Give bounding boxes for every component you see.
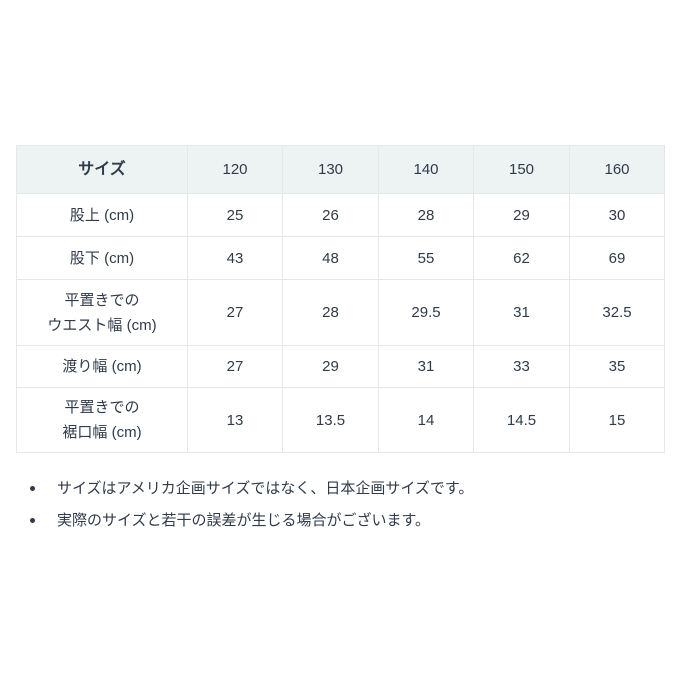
- size-value-cell: 48: [282, 236, 379, 280]
- row-label: 渡り幅 (cm): [16, 345, 188, 388]
- size-value-cell: 55: [378, 236, 474, 280]
- size-table-body: 股上 (cm) 25 26 28 29 30 股下 (cm) 43 48 55 62 69 平置きでのウ…: [16, 193, 665, 453]
- size-column-header: 160: [569, 145, 665, 194]
- row-label-line: ウエスト幅 (cm): [47, 316, 157, 334]
- notes-section: サイズはアメリカ企画サイズではなく、日本企画サイズです。 実際のサイズと若干の誤差…: [16, 478, 656, 542]
- table-row: 股上 (cm) 25 26 28 29 30: [16, 193, 665, 237]
- size-column-header: 140: [378, 145, 474, 194]
- size-value-cell: 31: [473, 279, 570, 346]
- size-table: サイズ 120 130 140 150 160 股上 (cm) 25 26 28 29 30 股下 (…: [16, 145, 665, 453]
- table-row: 平置きでの 裾口幅 (cm) 13 13.5 14 14.5 15: [16, 387, 665, 453]
- row-label-line: 渡り幅 (cm): [62, 358, 142, 375]
- size-value-cell: 28: [378, 193, 474, 237]
- notes-list: サイズはアメリカ企画サイズではなく、日本企画サイズです。 実際のサイズと若干の誤差…: [16, 478, 656, 531]
- size-value-cell: 31: [378, 345, 474, 388]
- row-label: 股下 (cm): [16, 236, 188, 280]
- size-value-cell: 29.5: [378, 279, 474, 346]
- row-label-line: 股上 (cm): [69, 206, 135, 224]
- size-value-cell: 43: [187, 236, 283, 280]
- list-item: サイズはアメリカ企画サイズではなく、日本企画サイズです。: [16, 478, 656, 499]
- size-value-cell: 30: [569, 193, 665, 237]
- row-label: 平置きでのウエスト幅 (cm): [16, 279, 188, 346]
- size-value-cell: 28: [282, 279, 379, 346]
- size-value-cell: 14.5: [473, 387, 570, 453]
- size-table-header-row: サイズ 120 130 140 150 160: [16, 145, 665, 194]
- size-value-cell: 13.5: [282, 387, 379, 453]
- table-row: 股下 (cm) 43 48 55 62 69: [16, 236, 665, 280]
- size-value-cell: 27: [187, 345, 283, 388]
- size-column-header: 150: [473, 145, 570, 194]
- size-value-cell: 35: [569, 345, 665, 388]
- size-value-cell: 29: [282, 345, 379, 388]
- bullet-icon: [30, 486, 35, 491]
- list-item: 実際のサイズと若干の誤差が生じる場合がございます。: [16, 510, 656, 531]
- size-value-cell: 69: [569, 236, 665, 280]
- row-label: 平置きでの裾口幅 (cm): [16, 387, 188, 453]
- note-text: サイズはアメリカ企画サイズではなく、日本企画サイズです。: [57, 480, 474, 497]
- size-value-cell: 27: [187, 279, 283, 346]
- table-row: 渡り幅 (cm) 27 29 31 33 35: [16, 345, 665, 388]
- size-value-cell: 29: [473, 193, 570, 237]
- size-value-cell: 26: [282, 193, 379, 237]
- bullet-icon: [30, 518, 35, 523]
- size-value-cell: 13: [187, 387, 283, 453]
- row-label-line: 平置きでの: [64, 291, 140, 309]
- size-table-container: サイズ 120 130 140 150 160 股上 (cm) 25 26 28 29 30 股下 (…: [16, 145, 665, 453]
- row-label-line: 平置きでの: [64, 399, 140, 416]
- size-value-cell: 25: [187, 193, 283, 237]
- size-column-header: 120: [187, 145, 283, 194]
- size-column-header: 130: [282, 145, 379, 194]
- row-label-line: 裾口幅 (cm): [62, 424, 142, 441]
- size-value-cell: 62: [473, 236, 570, 280]
- size-value-cell: 14: [378, 387, 474, 453]
- note-text: 実際のサイズと若干の誤差が生じる場合がございます。: [57, 512, 431, 529]
- size-value-cell: 15: [569, 387, 665, 453]
- table-row: 平置きでの ウエスト幅 (cm) 27 28 29.5 31 32.5: [16, 279, 665, 346]
- size-value-cell: 33: [473, 345, 570, 388]
- row-label: 股上 (cm): [16, 193, 188, 237]
- size-value-cell: 32.5: [569, 279, 665, 346]
- size-table-title-cell: サイズ: [16, 145, 188, 194]
- row-label-line: 股下 (cm): [69, 249, 135, 267]
